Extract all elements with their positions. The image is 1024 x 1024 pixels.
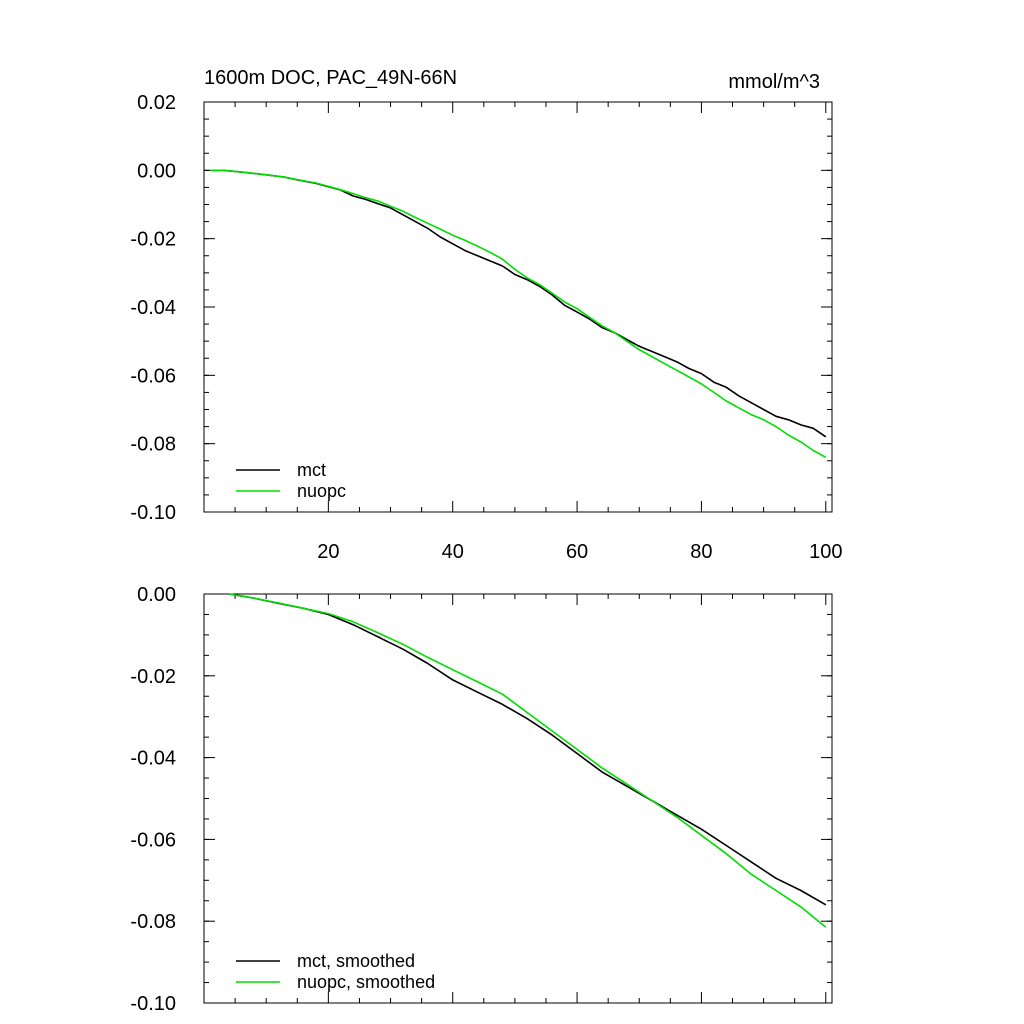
y-tick-label: -0.06: [130, 365, 176, 387]
y-tick-label: -0.10: [130, 993, 176, 1015]
y-tick-label: -0.08: [130, 434, 176, 456]
x-tick-label: 60: [566, 541, 588, 563]
x-tick-label: 100: [809, 541, 842, 563]
x-tick-label: 20: [317, 541, 339, 563]
x-tick-label: 40: [442, 541, 464, 563]
x-tick-label: 80: [690, 541, 712, 563]
y-tick-label: 0.02: [137, 92, 176, 114]
series-line-mct-smoothed: [228, 593, 827, 906]
top-panel: 1600m DOC, PAC_49N-66N mmol/m^3 0.02 0.00…: [130, 67, 842, 563]
y-tick-label: 0.00: [137, 584, 176, 606]
legend-label: mct, smoothed: [297, 951, 415, 971]
series-line-nuopc-smoothed: [228, 593, 827, 928]
y-tick-label: 0.00: [137, 160, 176, 182]
legend-label: mct: [297, 460, 326, 480]
y-tick-label: -0.08: [130, 911, 176, 933]
plot-frame: [203, 593, 833, 1004]
series-line-nuopc: [210, 169, 827, 459]
legend-label: nuopc, smoothed: [297, 972, 435, 992]
plot-frame: [203, 101, 833, 513]
series-line-mct: [210, 169, 827, 438]
y-tick-label: -0.06: [130, 829, 176, 851]
y-tick-label: -0.10: [130, 502, 176, 524]
y-tick-label: -0.04: [130, 748, 176, 770]
y-tick-label: -0.04: [130, 297, 176, 319]
y-tick-label: -0.02: [130, 229, 176, 251]
units-label: mmol/m^3: [728, 71, 820, 93]
y-tick-label: -0.02: [130, 666, 176, 688]
bottom-panel: 0.00 -0.02 -0.04 -0.06 -0.08 -0.10 mct, smooth…: [130, 584, 833, 1015]
chart-title: 1600m DOC, PAC_49N-66N: [204, 67, 457, 89]
legend-label: nuopc: [297, 481, 346, 501]
